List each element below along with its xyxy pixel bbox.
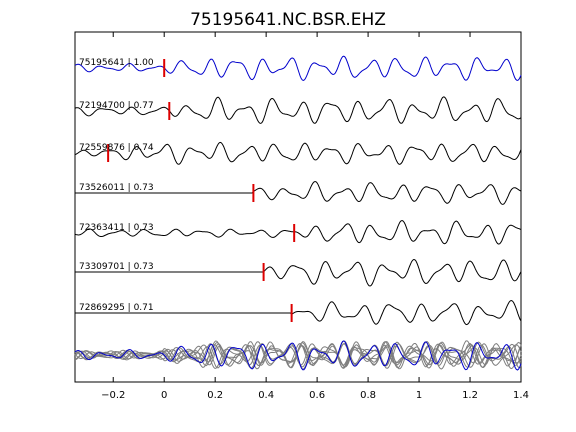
trace-label: 72559876 | 0.74: [79, 143, 154, 153]
trace-label: 72194700 | 0.77: [79, 101, 154, 111]
x-axis: −0.2 0 0.2 0.4 0.6 0.8 1 1.2 1.4: [101, 32, 529, 401]
trace-line: [74, 219, 522, 245]
trace-line: [74, 55, 522, 81]
traces-group: 75195641 | 1.00 72194700 | 0.77 72559876 |…: [74, 55, 522, 326]
trace-label: 73309701 | 0.73: [79, 262, 154, 272]
x-tick-label: 0.6: [309, 390, 325, 401]
trace-label: 75195641 | 1.00: [79, 58, 154, 68]
trace-line: [75, 258, 522, 287]
x-tick-label: 0: [161, 390, 167, 401]
x-tick-label: 0.2: [207, 390, 223, 401]
stack-reference-line: [74, 340, 522, 371]
chart-title: 75195641.NC.BSR.EHZ: [190, 10, 386, 30]
trace-line: [74, 141, 522, 165]
trace-label: 72363411 | 0.73: [79, 223, 154, 233]
x-tick-label: 1.4: [513, 390, 529, 401]
plot-frame: [74, 31, 522, 383]
trace-line: [75, 299, 522, 326]
x-tick-label: 1.2: [462, 390, 478, 401]
stack-panel: [74, 340, 522, 371]
x-tick-label: −0.2: [101, 390, 125, 401]
trace-label: 73526011 | 0.73: [79, 183, 154, 193]
x-tick-label: 1: [416, 390, 422, 401]
trace-line: [75, 180, 522, 205]
trace-line: [74, 96, 522, 124]
trace-label: 72869295 | 0.71: [79, 303, 154, 313]
stack-trace-line: [74, 341, 522, 369]
x-tick-label: 0.8: [360, 390, 376, 401]
x-tick-label: 0.4: [258, 390, 274, 401]
